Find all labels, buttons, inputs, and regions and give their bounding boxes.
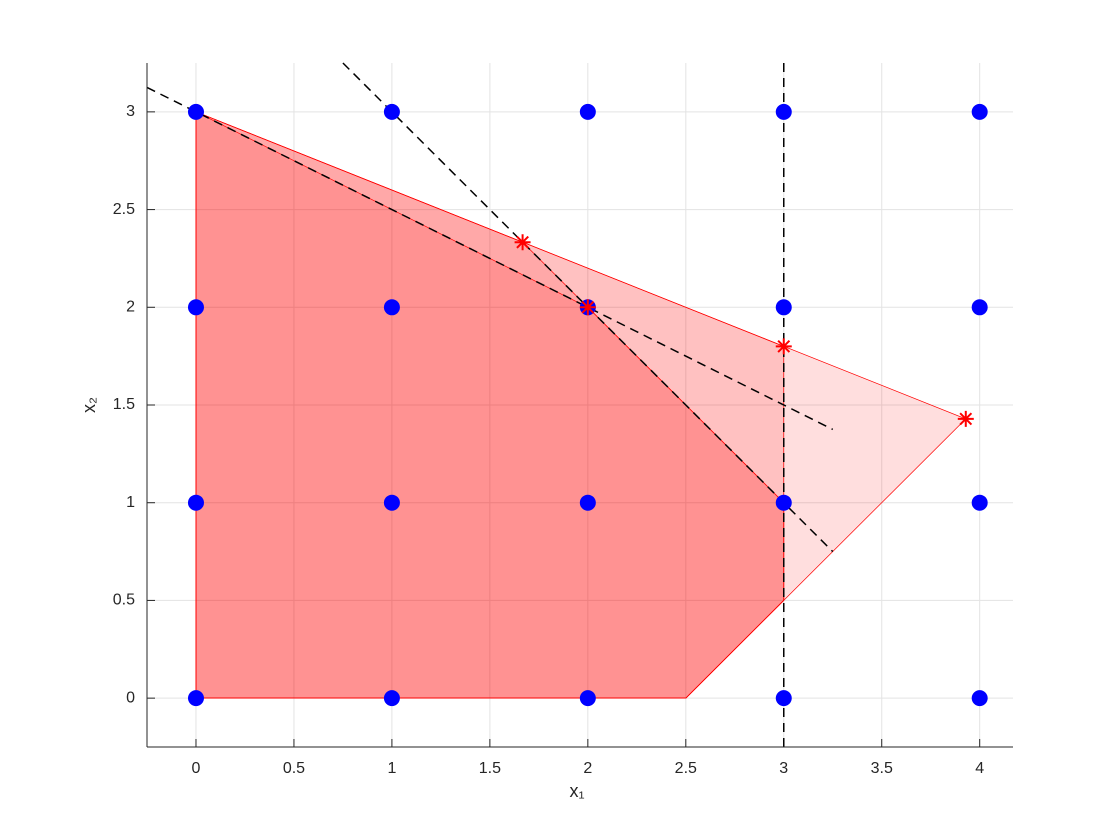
- lattice-point: [775, 299, 792, 316]
- x-tick-label: 2.5: [675, 760, 697, 777]
- x-axis-label: x₁: [569, 781, 584, 801]
- y-tick-label: 1.5: [113, 396, 135, 413]
- y-tick-label: 0: [126, 689, 135, 706]
- lattice-point: [775, 690, 792, 707]
- lattice-point: [383, 690, 400, 707]
- y-tick-label: 1: [126, 494, 135, 511]
- lattice-point: [775, 103, 792, 120]
- x-tick-label: 3: [779, 760, 788, 777]
- lattice-point: [971, 690, 988, 707]
- star-point: [579, 299, 596, 316]
- lattice-point: [187, 103, 204, 120]
- lattice-point: [579, 103, 596, 120]
- star-point: [775, 338, 792, 355]
- cut-line: [146, 86, 834, 431]
- lattice-point: [579, 690, 596, 707]
- x-tick-label: 2: [583, 760, 592, 777]
- lattice-point: [971, 103, 988, 120]
- lattice-point: [187, 494, 204, 511]
- lattice-point: [971, 299, 988, 316]
- x-tick-label: 0.5: [283, 760, 305, 777]
- x-tick-label: 4: [975, 760, 984, 777]
- y-tick-label: 2: [126, 299, 135, 316]
- x-tick-label: 1.5: [479, 760, 501, 777]
- lattice-point: [187, 690, 204, 707]
- lattice-point: [187, 299, 204, 316]
- y-axis-label: x₂: [79, 397, 99, 413]
- y-tick-label: 2.5: [113, 201, 135, 218]
- x-tick-label: 0: [192, 760, 201, 777]
- lattice-point: [383, 494, 400, 511]
- lattice-point: [579, 494, 596, 511]
- lattice-point: [383, 299, 400, 316]
- star-point: [514, 234, 531, 251]
- lattice-point: [775, 494, 792, 511]
- y-tick-label: 3: [126, 103, 135, 120]
- y-tick-label: 0.5: [113, 592, 135, 609]
- star-point: [957, 410, 974, 427]
- x-tick-label: 3.5: [871, 760, 893, 777]
- plot-area: [146, 62, 1013, 748]
- lattice-point: [971, 494, 988, 511]
- x-tick-label: 1: [387, 760, 396, 777]
- lattice-point: [383, 103, 400, 120]
